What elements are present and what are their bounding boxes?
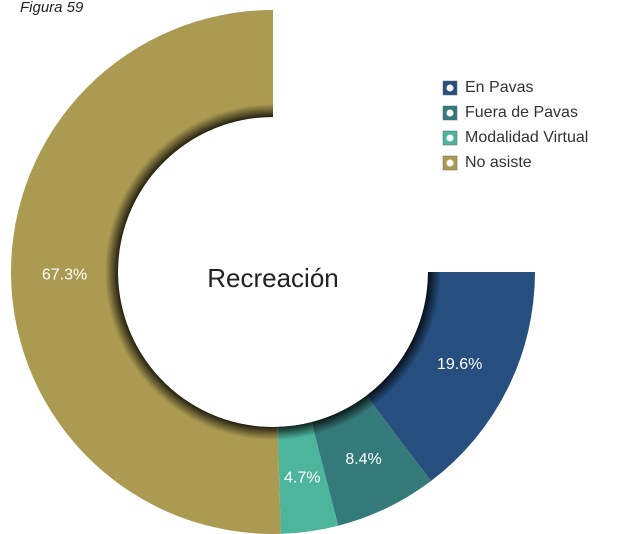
legend-label: En Pavas — [465, 79, 533, 96]
caption: Figura 59 — [20, 0, 84, 16]
center-label: Recreación — [207, 263, 339, 293]
value-label: 8.4% — [345, 451, 381, 468]
legend-dot — [446, 159, 454, 167]
slice-shade — [277, 422, 339, 534]
legend-label: No asiste — [465, 154, 532, 171]
legend-label: Fuera de Pavas — [465, 104, 578, 121]
value-label: 67.3% — [42, 266, 87, 283]
legend-dot — [446, 84, 454, 92]
legend-label: Modalidad Virtual — [465, 129, 588, 146]
slice-shade — [11, 10, 281, 534]
value-label: 19.6% — [437, 356, 482, 373]
value-label: 4.7% — [284, 470, 320, 487]
slice-shade — [311, 395, 431, 526]
legend-dot — [446, 109, 454, 117]
slice-shade — [366, 272, 535, 482]
legend-dot — [446, 134, 454, 142]
